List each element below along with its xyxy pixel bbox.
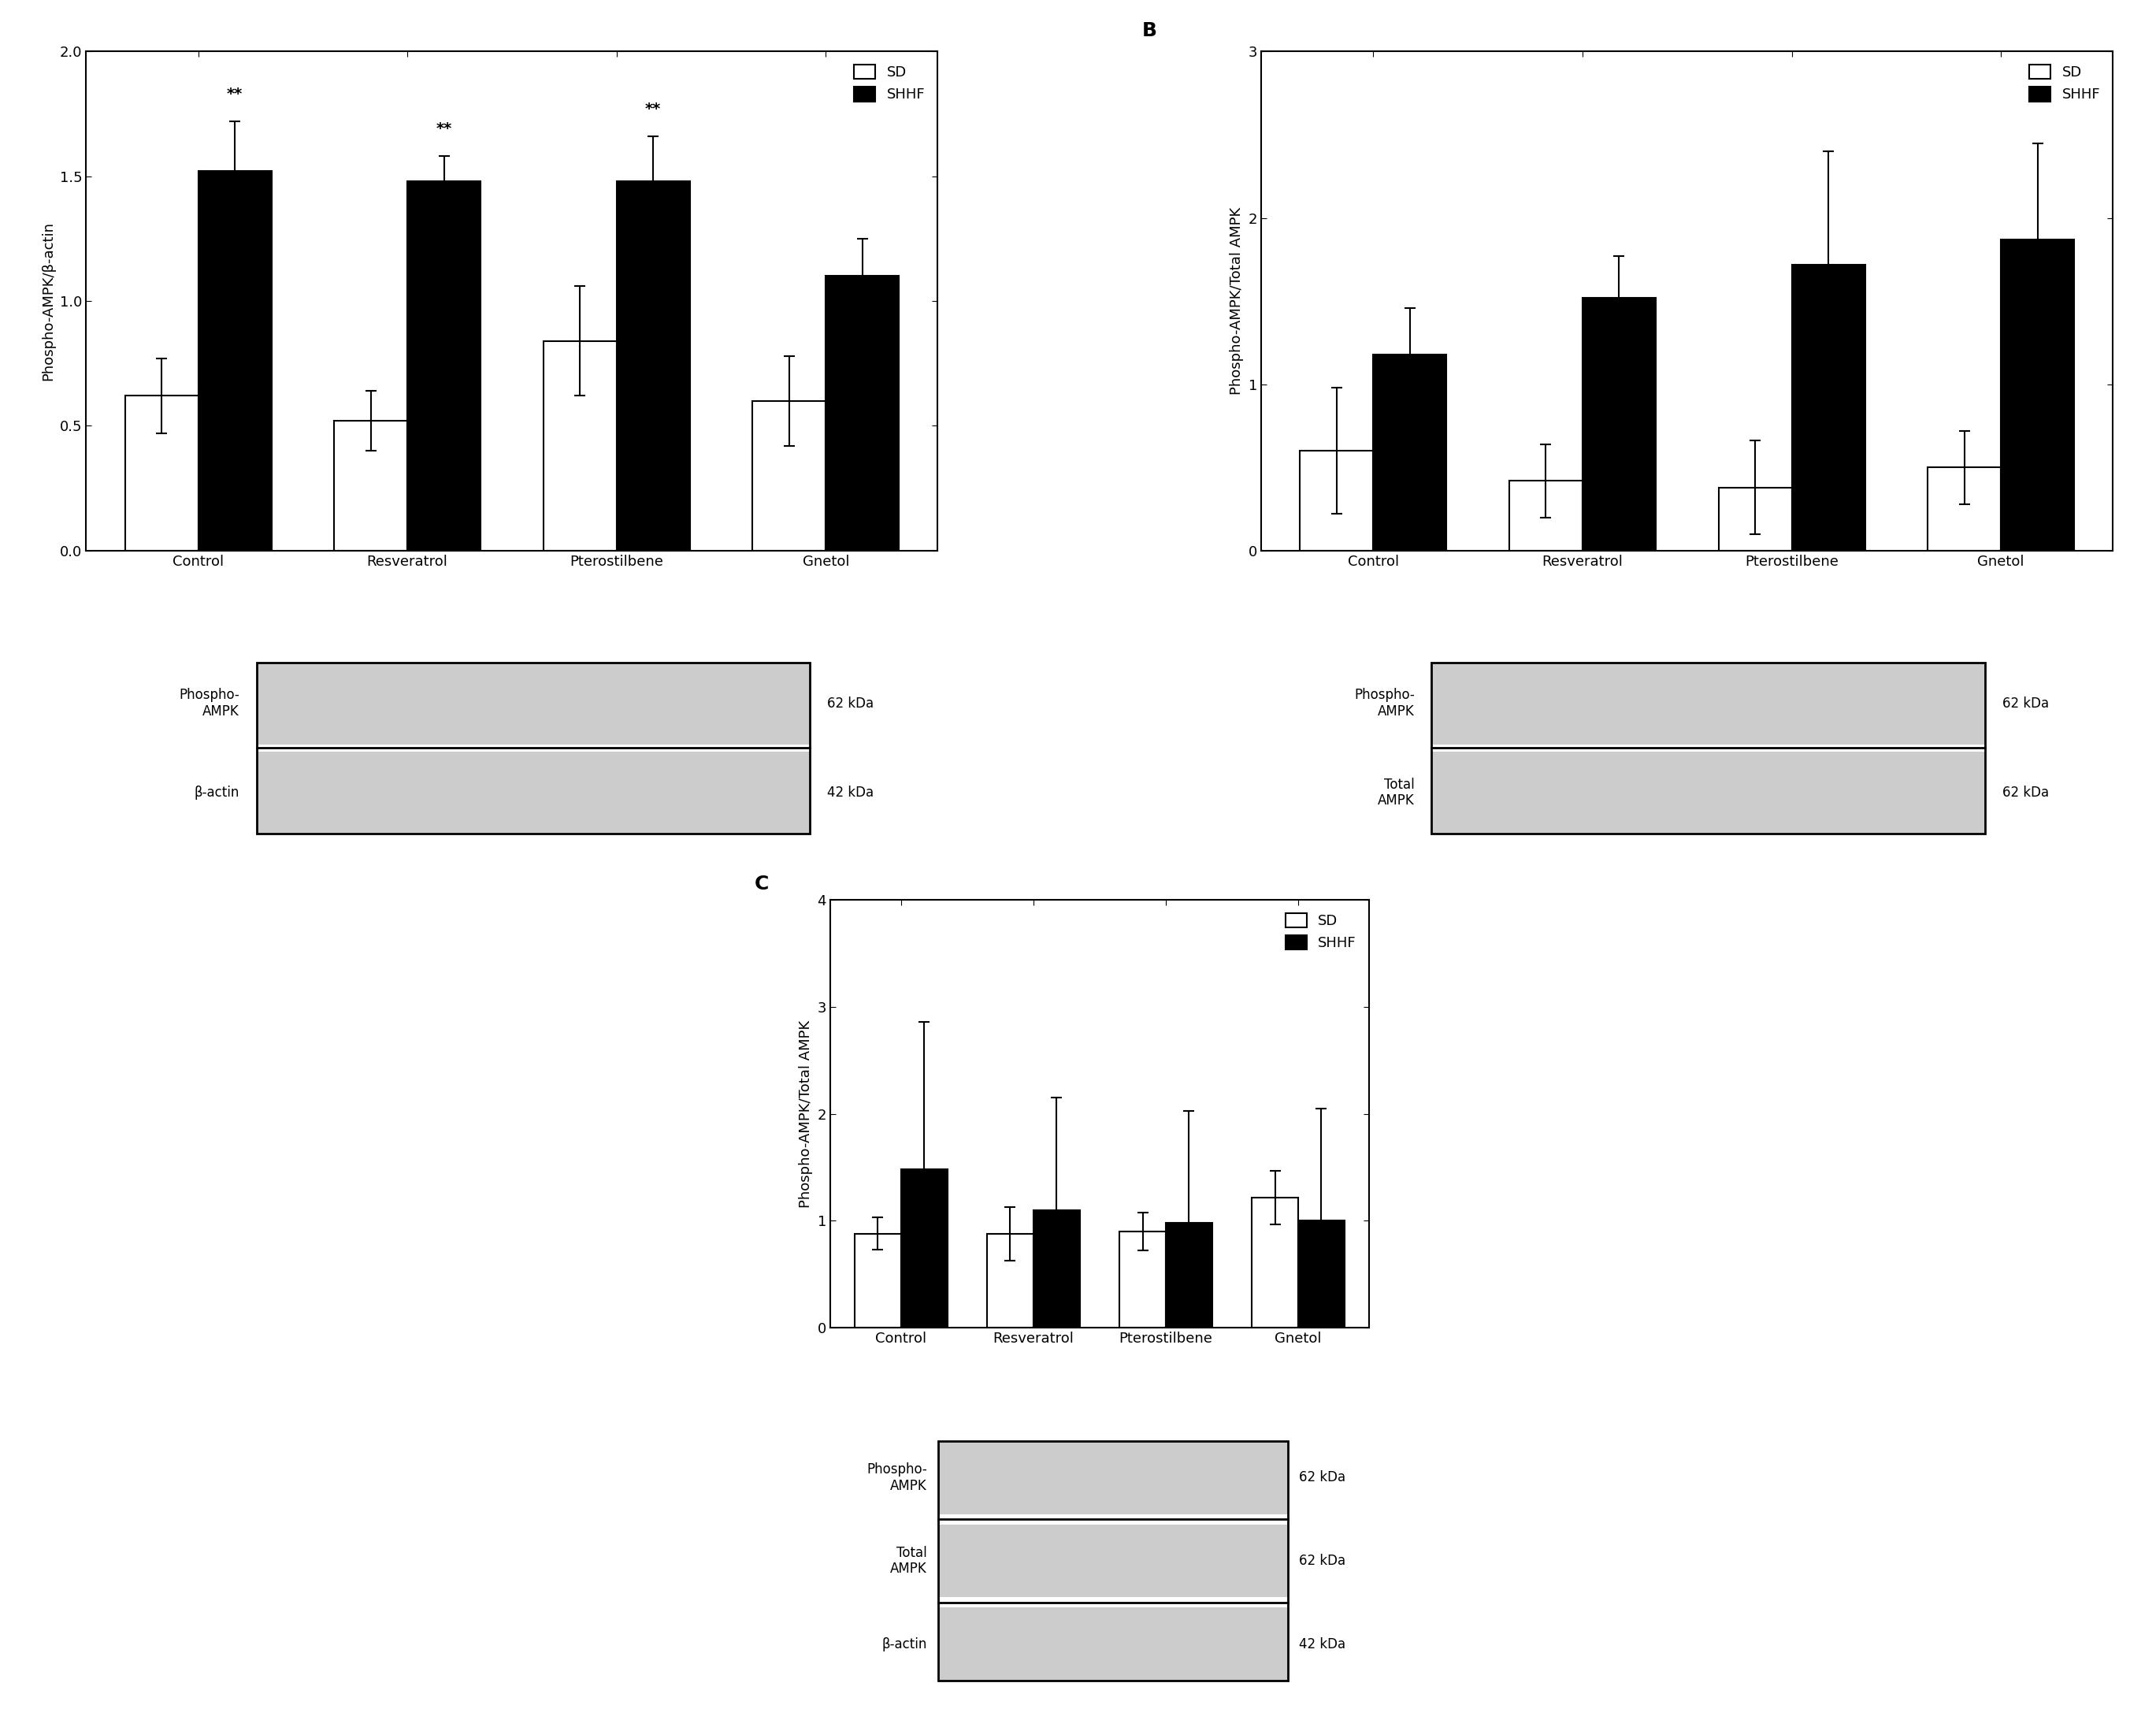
Bar bbox=[854, 1233, 901, 1328]
Text: Total
AMPK: Total AMPK bbox=[890, 1546, 927, 1576]
Y-axis label: Phospho-AMPK/Total AMPK: Phospho-AMPK/Total AMPK bbox=[1229, 206, 1244, 396]
Text: B: B bbox=[1143, 22, 1158, 41]
Text: β-actin: β-actin bbox=[194, 786, 239, 800]
Bar bbox=[257, 662, 811, 834]
Bar bbox=[938, 1441, 1289, 1680]
Bar bbox=[1792, 265, 1865, 550]
Bar bbox=[617, 181, 690, 550]
Bar bbox=[257, 662, 811, 745]
Bar bbox=[1432, 662, 1986, 745]
Text: Phospho-
AMPK: Phospho- AMPK bbox=[179, 688, 239, 719]
Bar bbox=[2001, 239, 2074, 550]
Y-axis label: Phospho-AMPK/Total AMPK: Phospho-AMPK/Total AMPK bbox=[798, 1020, 813, 1207]
Text: **: ** bbox=[436, 122, 453, 136]
Text: C: C bbox=[755, 874, 770, 893]
Bar bbox=[1373, 354, 1447, 550]
Text: β-actin: β-actin bbox=[882, 1637, 927, 1651]
Bar bbox=[826, 277, 899, 550]
Bar bbox=[1166, 1223, 1212, 1328]
Text: 62 kDa: 62 kDa bbox=[1298, 1471, 1345, 1484]
Text: **: ** bbox=[645, 101, 662, 117]
Text: 42 kDa: 42 kDa bbox=[1298, 1637, 1345, 1651]
Bar bbox=[1927, 468, 2001, 550]
Text: Total
AMPK: Total AMPK bbox=[1378, 777, 1414, 808]
Bar bbox=[901, 1170, 946, 1328]
Bar bbox=[198, 172, 272, 550]
Text: Phospho-
AMPK: Phospho- AMPK bbox=[1354, 688, 1414, 719]
Bar bbox=[1253, 1197, 1298, 1328]
Bar bbox=[1300, 451, 1373, 550]
Bar bbox=[938, 1441, 1289, 1514]
Bar bbox=[938, 1524, 1289, 1598]
Bar bbox=[1718, 487, 1792, 550]
Text: 62 kDa: 62 kDa bbox=[2003, 786, 2048, 800]
Legend: SD, SHHF: SD, SHHF bbox=[1279, 906, 1363, 956]
Text: Phospho-
AMPK: Phospho- AMPK bbox=[867, 1462, 927, 1493]
Bar bbox=[1033, 1211, 1080, 1328]
Legend: SD, SHHF: SD, SHHF bbox=[2022, 58, 2106, 108]
Text: 62 kDa: 62 kDa bbox=[828, 697, 873, 710]
Text: 62 kDa: 62 kDa bbox=[2003, 697, 2048, 710]
Bar bbox=[987, 1233, 1033, 1328]
Bar bbox=[1432, 662, 1986, 834]
Bar bbox=[125, 396, 198, 550]
Bar bbox=[334, 421, 407, 550]
Legend: SD, SHHF: SD, SHHF bbox=[847, 58, 931, 108]
Text: **: ** bbox=[226, 86, 244, 101]
Bar bbox=[407, 181, 481, 550]
Bar bbox=[938, 1608, 1289, 1680]
Bar bbox=[543, 341, 617, 550]
Bar bbox=[1583, 298, 1656, 550]
Bar bbox=[1119, 1232, 1166, 1328]
Bar bbox=[257, 752, 811, 834]
Bar bbox=[1432, 752, 1986, 834]
Bar bbox=[1298, 1221, 1345, 1328]
Text: 42 kDa: 42 kDa bbox=[828, 786, 873, 800]
Bar bbox=[1509, 482, 1583, 550]
Text: 62 kDa: 62 kDa bbox=[1298, 1553, 1345, 1569]
Y-axis label: Phospho-AMPK/β-actin: Phospho-AMPK/β-actin bbox=[41, 222, 56, 380]
Bar bbox=[752, 401, 826, 550]
